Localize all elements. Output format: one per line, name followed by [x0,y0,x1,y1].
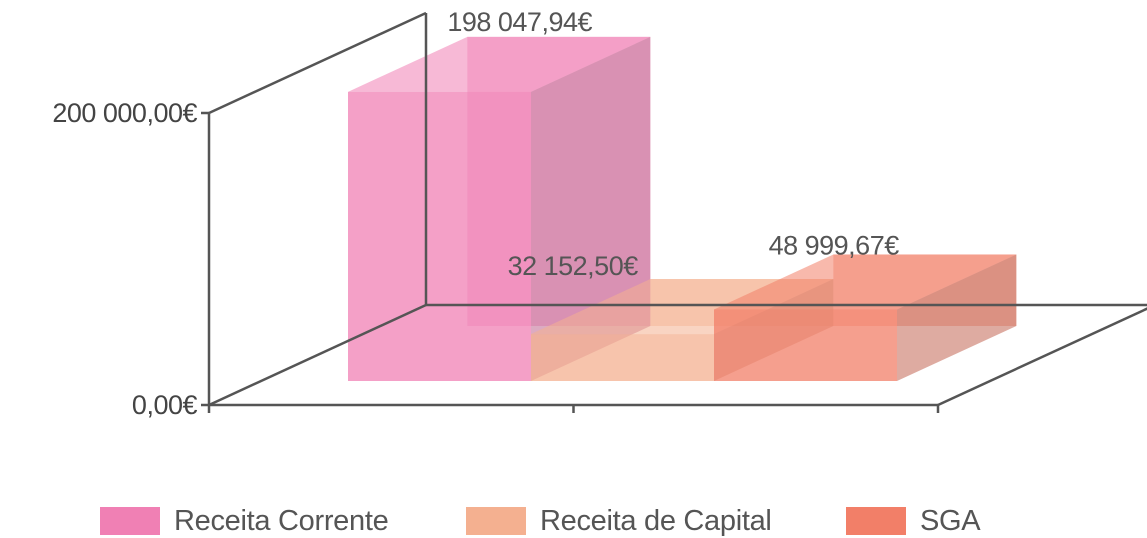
legend-item-receita-de-capital: Receita de Capital [466,505,772,537]
y-tick-label: 0,00€ [132,390,198,420]
legend-label: SGA [920,505,980,538]
bar-front-face [531,334,714,381]
data-label: 198 047,94€ [447,7,592,37]
y-tick-label: 200 000,00€ [52,98,197,128]
legend-item-receita-corrente: Receita Corrente [100,505,388,537]
legend-swatch [846,507,906,535]
legend-swatch [100,507,160,535]
bar-sga [714,254,1016,381]
bar-front-face [714,309,897,381]
legend-label: Receita Corrente [174,505,388,538]
data-label: 48 999,67€ [769,230,900,260]
chart-legend: Receita Corrente Receita de Capital SGA [0,500,1147,537]
chart-bars-back [348,37,1016,381]
legend-item-sga: SGA [846,505,980,537]
data-label: 32 152,50€ [508,251,639,281]
legend-swatch [466,507,526,535]
bar-front-face [348,92,531,381]
legend-label: Receita de Capital [540,505,772,538]
